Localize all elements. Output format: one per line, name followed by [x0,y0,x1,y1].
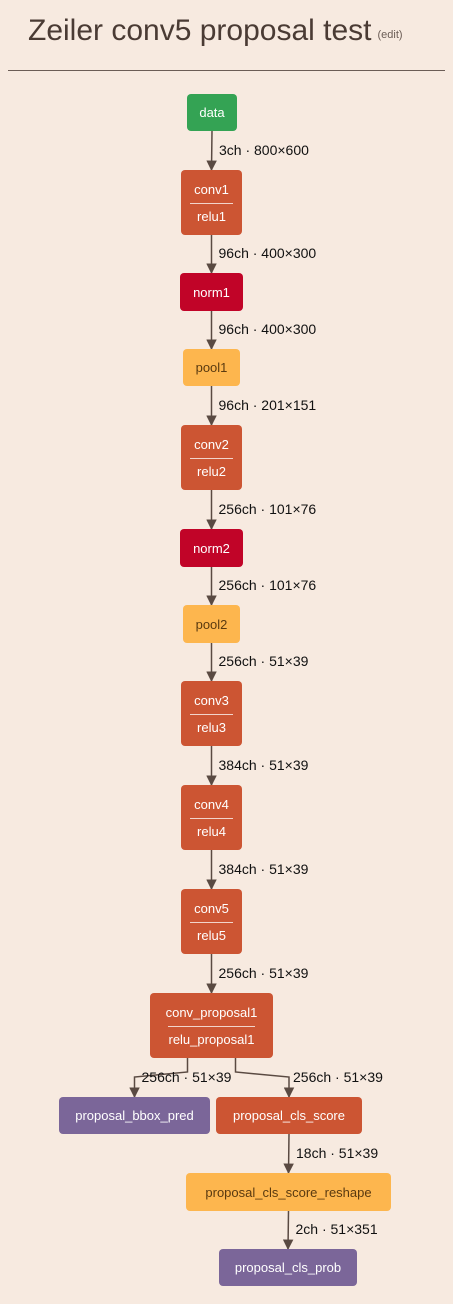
layer-node-conv-proposal1[interactable]: conv_proposal1 relu_proposal1 [150,993,273,1058]
edge-conv-proposal1-to-proposal-bbox-pred [129,1058,189,1099]
edge-label: 96ch · 400×300 [218,245,317,261]
node-separator [190,202,233,204]
edge-label: 256ch · 51×39 [218,653,309,669]
node-label: proposal_cls_score [232,1108,345,1123]
node-label: proposal_cls_score_reshape [205,1184,372,1200]
node-separator [190,713,233,715]
node-label: pool1 [195,360,228,375]
edge-label: 256ch · 51×39 [141,1068,232,1085]
layer-node-conv2[interactable]: conv2 relu2 [181,425,242,490]
node-separator [168,1025,255,1027]
node-label: relu4 [197,823,226,839]
node-label: pool2 [195,616,228,632]
edge-label: 2ch · 51×351 [295,1221,378,1237]
layer-node-proposal-bbox-pred[interactable]: proposal_bbox_pred [59,1097,210,1134]
node-label: relu5 [197,927,226,943]
node-label: conv1 [194,181,229,197]
header-divider [8,70,445,71]
node-label: relu3 [197,719,226,735]
layer-node-proposal-cls-score[interactable]: proposal_cls_score [216,1097,362,1134]
node-label: conv5 [194,900,229,916]
edge-label: 384ch · 51×39 [218,756,309,773]
edge-label: 96ch · 400×300 [218,321,317,337]
node-label: conv3 [194,692,229,708]
edge-label: 18ch · 51×39 [296,1144,379,1161]
layer-node-proposal-cls-score-reshape[interactable]: proposal_cls_score_reshape [186,1173,391,1211]
edge-conv-proposal1-to-proposal-cls-score [234,1058,295,1099]
layer-node-conv5[interactable]: conv5 relu5 [181,889,242,954]
node-label: conv_proposal1 [165,1004,258,1020]
node-label: proposal_cls_prob [234,1260,342,1275]
layer-node-proposal-cls-prob[interactable]: proposal_cls_prob [219,1249,357,1286]
edge-label: 256ch · 101×76 [218,577,317,593]
edit-link[interactable]: (edit) [377,29,403,41]
edge-label: 256ch · 51×39 [218,964,309,981]
node-label: relu_proposal1 [168,1031,255,1047]
layer-node-pool1[interactable]: pool1 [183,349,240,386]
layer-node-data[interactable]: data [187,94,237,131]
node-label: proposal_bbox_pred [75,1108,194,1123]
node-separator [190,817,233,819]
edge-proposal-cls-score-reshape-to-proposal-cls-prob [282,1210,294,1251]
node-label: conv4 [194,796,229,812]
node-label: conv2 [194,436,229,452]
layer-node-conv3[interactable]: conv3 relu3 [181,681,242,746]
node-separator [190,921,233,923]
node-label: norm1 [193,284,230,300]
layer-node-pool2[interactable]: pool2 [183,605,240,643]
edge-label: 96ch · 201×151 [218,396,317,413]
page-title: Zeiler conv5 proposal test (edit) [28,14,403,48]
layer-node-norm2[interactable]: norm2 [180,529,243,567]
edge-label: 256ch · 101×76 [218,500,317,517]
edge-data-to-conv1 [206,130,217,172]
edge-label: 384ch · 51×39 [218,860,309,877]
node-label: data [199,105,225,120]
title-text: Zeiler conv5 proposal test [28,14,372,47]
edge-label: 256ch · 51×39 [293,1068,383,1085]
layer-node-conv4[interactable]: conv4 relu4 [181,785,242,850]
edge-label: 3ch · 800×600 [219,141,309,158]
node-separator [190,457,233,459]
layer-node-norm1[interactable]: norm1 [180,273,243,311]
node-label: relu1 [197,208,226,224]
node-label: norm2 [193,540,230,556]
edge-proposal-cls-score-to-proposal-cls-score-reshape [283,1133,294,1175]
layer-node-conv1[interactable]: conv1 relu1 [181,170,242,235]
node-label: relu2 [197,463,226,479]
